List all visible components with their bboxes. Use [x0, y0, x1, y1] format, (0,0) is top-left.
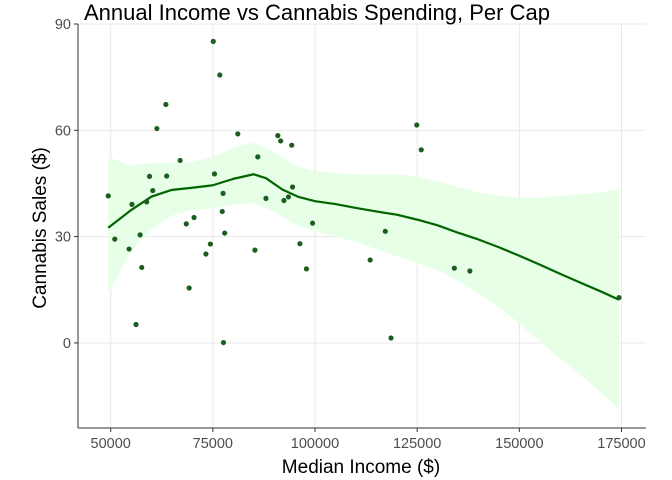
- axes: [77, 24, 646, 429]
- data-point-17: [203, 251, 209, 257]
- data-point-36: [297, 241, 303, 247]
- data-point-27: [252, 247, 258, 253]
- data-point-11: [163, 101, 169, 108]
- data-point-20: [211, 171, 218, 177]
- data-point-4: [133, 321, 139, 328]
- data-point-34: [289, 142, 295, 148]
- data-point-41: [388, 335, 394, 341]
- data-point-16: [191, 214, 197, 221]
- data-point-26: [235, 131, 241, 137]
- data-point-45: [467, 268, 473, 274]
- data-point-5: [137, 232, 143, 238]
- data-point-40: [382, 228, 388, 234]
- y-axis-title: Cannabis Sales ($): [30, 147, 51, 309]
- data-point-30: [275, 133, 281, 139]
- x-tick-label-3: 125000: [393, 436, 441, 452]
- data-point-1: [112, 236, 118, 242]
- confidence-band: [108, 142, 620, 409]
- x-tick-label-5: 175000: [597, 436, 645, 452]
- data-point-6: [139, 264, 145, 271]
- data-point-8: [146, 173, 153, 179]
- y-tick-label-2: 60: [55, 123, 71, 139]
- smooth-trend-line: [107, 173, 620, 301]
- tick-labels: 50000 75000 100000 125000 150000 175000 0 30 60 9…: [55, 17, 646, 452]
- data-point-46: [616, 294, 622, 301]
- data-point-18: [207, 241, 213, 247]
- x-tick-label-4: 150000: [495, 436, 543, 452]
- data-point-29: [263, 195, 269, 201]
- smooth-line-layer: [107, 173, 620, 301]
- data-point-12: [164, 173, 170, 179]
- data-point-37: [303, 266, 310, 272]
- data-point-44: [451, 265, 457, 271]
- data-point-0: [105, 193, 111, 199]
- data-point-35: [289, 184, 296, 190]
- data-point-28: [255, 154, 261, 160]
- data-point-19: [210, 38, 216, 44]
- x-tick-label-1: 75000: [193, 436, 233, 452]
- data-point-9: [150, 187, 156, 194]
- data-point-2: [126, 246, 132, 252]
- x-tick-label-2: 100000: [291, 436, 339, 452]
- data-point-24: [220, 339, 227, 346]
- data-point-43: [418, 147, 424, 153]
- data-point-42: [414, 122, 420, 128]
- data-point-14: [183, 221, 189, 227]
- data-point-10: [154, 125, 160, 132]
- data-point-13: [177, 157, 183, 164]
- data-point-39: [367, 257, 373, 263]
- points-layer: [105, 38, 622, 346]
- data-point-33: [285, 194, 292, 200]
- y-tick-label-3: 90: [55, 17, 71, 33]
- confidence-band-layer: [108, 142, 620, 409]
- x-axis-title: Median Income ($): [282, 457, 440, 478]
- data-point-3: [129, 201, 135, 207]
- chart-title: Annual Income vs Cannabis Spending, Per …: [84, 0, 550, 25]
- data-point-31: [278, 138, 284, 144]
- data-point-22: [219, 208, 225, 215]
- data-point-32: [281, 197, 287, 204]
- data-point-25: [222, 230, 228, 236]
- y-tick-label-1: 30: [55, 230, 71, 246]
- data-point-38: [309, 220, 316, 226]
- x-tick-label-0: 50000: [91, 436, 131, 452]
- data-point-21: [217, 72, 223, 78]
- data-point-15: [186, 285, 192, 291]
- y-tick-label-0: 0: [63, 336, 71, 352]
- data-point-23: [220, 190, 226, 196]
- data-point-7: [144, 199, 150, 205]
